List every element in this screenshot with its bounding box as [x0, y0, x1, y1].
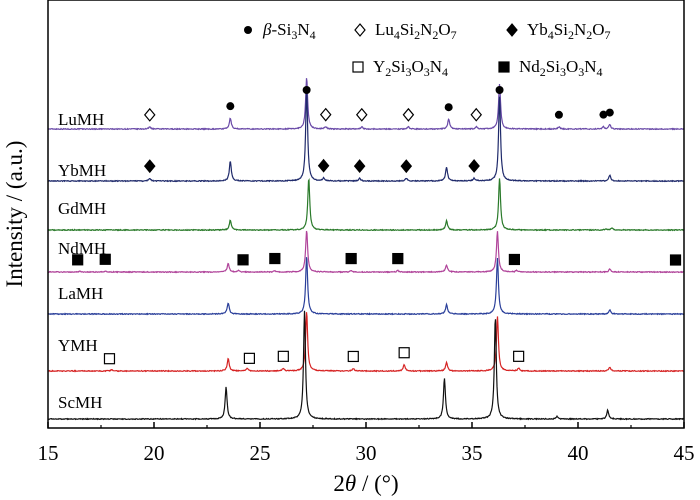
marker-ybmh-4: [468, 159, 480, 173]
marker-ndmh-4: [345, 252, 357, 265]
marker-ymh-0: [103, 353, 116, 365]
marker-lumh-1: [226, 102, 235, 111]
legend-label-0: β-Si3N4: [262, 20, 316, 42]
series-line-scmh: [47, 310, 685, 421]
marker-ymh-2: [277, 350, 289, 362]
series-line-ybmh: [47, 90, 685, 183]
x-tick-label-35: 35: [462, 441, 483, 465]
legend-label-3: Y2Si3O3N4: [373, 57, 448, 79]
phase-markers: [72, 86, 682, 365]
x-axis: 15 20 25 30 35 40 45: [38, 422, 695, 465]
marker-lumh-8: [495, 86, 504, 94]
marker-ybmh-1: [317, 158, 330, 173]
series-line-ndmh: [48, 230, 685, 274]
marker-ndmh-3: [269, 252, 281, 265]
x-tick-label-15: 15: [38, 441, 59, 465]
legend-marker-0: [244, 26, 252, 34]
legend-label-4: Nd2Si3O3N4: [519, 57, 603, 79]
x-axis-title: 2θ / (°): [333, 471, 398, 496]
marker-lumh-2: [302, 86, 311, 94]
series-label-gdmh: GdMH: [58, 199, 106, 218]
series-label-lumh: LuMH: [58, 110, 104, 129]
series-curves: [47, 78, 685, 421]
series-label-ybmh: YbMH: [58, 161, 106, 180]
marker-ymh-5: [513, 350, 525, 362]
x-tick-label-25: 25: [250, 441, 271, 465]
series-line-lumh: [47, 78, 685, 131]
legend-marker-2: [506, 23, 518, 37]
series-line-gdmh: [47, 178, 685, 232]
marker-lumh-6: [444, 103, 453, 112]
marker-ndmh-1: [99, 253, 111, 265]
series-label-lamh: LaMH: [58, 284, 103, 303]
legend-marker-1: [354, 23, 366, 37]
series-label-ndmh: NdMH: [58, 239, 106, 258]
marker-lumh-11: [605, 108, 614, 117]
marker-ndmh-6: [508, 253, 520, 266]
x-tick-label-20: 20: [144, 441, 165, 465]
marker-ybmh-2: [353, 159, 366, 174]
y-axis-title: Intensity / (a.u.): [2, 141, 27, 288]
series-line-ymh: [47, 312, 685, 373]
marker-lumh-7: [470, 107, 483, 122]
legend: β-Si3N4 Lu4Si2N2O7 Yb4Si2N2O7 Y2Si3O3N4 Nd2S…: [244, 20, 611, 79]
legend-marker-3: [352, 61, 364, 73]
series-line-lamh: [47, 257, 685, 316]
marker-ybmh-0: [143, 159, 156, 174]
marker-ndmh-0: [72, 254, 84, 266]
series-labels: LuMH YbMH GdMH NdMH LaMH YMH ScMH: [58, 110, 106, 412]
marker-ymh-1: [243, 352, 255, 364]
marker-ndmh-2: [237, 254, 249, 266]
x-tick-label-30: 30: [356, 441, 377, 465]
series-label-ymh: YMH: [58, 336, 98, 355]
marker-ndmh-7: [669, 254, 682, 266]
legend-label-2: Yb4Si2N2O7: [527, 20, 611, 42]
series-label-scmh: ScMH: [58, 393, 102, 412]
marker-lumh-4: [355, 107, 368, 122]
marker-lumh-10: [599, 110, 608, 119]
marker-lumh-9: [554, 110, 563, 119]
marker-lumh-5: [402, 107, 415, 122]
marker-ymh-3: [347, 350, 359, 363]
marker-ybmh-3: [400, 159, 413, 174]
x-tick-label-40: 40: [568, 441, 589, 465]
marker-ymh-4: [398, 347, 410, 359]
marker-ndmh-5: [392, 252, 404, 265]
legend-label-1: Lu4Si2N2O7: [375, 20, 457, 42]
legend-marker-4: [498, 61, 510, 73]
marker-lumh-0: [143, 107, 156, 122]
x-tick-label-45: 45: [674, 441, 695, 465]
marker-lumh-3: [319, 107, 332, 122]
